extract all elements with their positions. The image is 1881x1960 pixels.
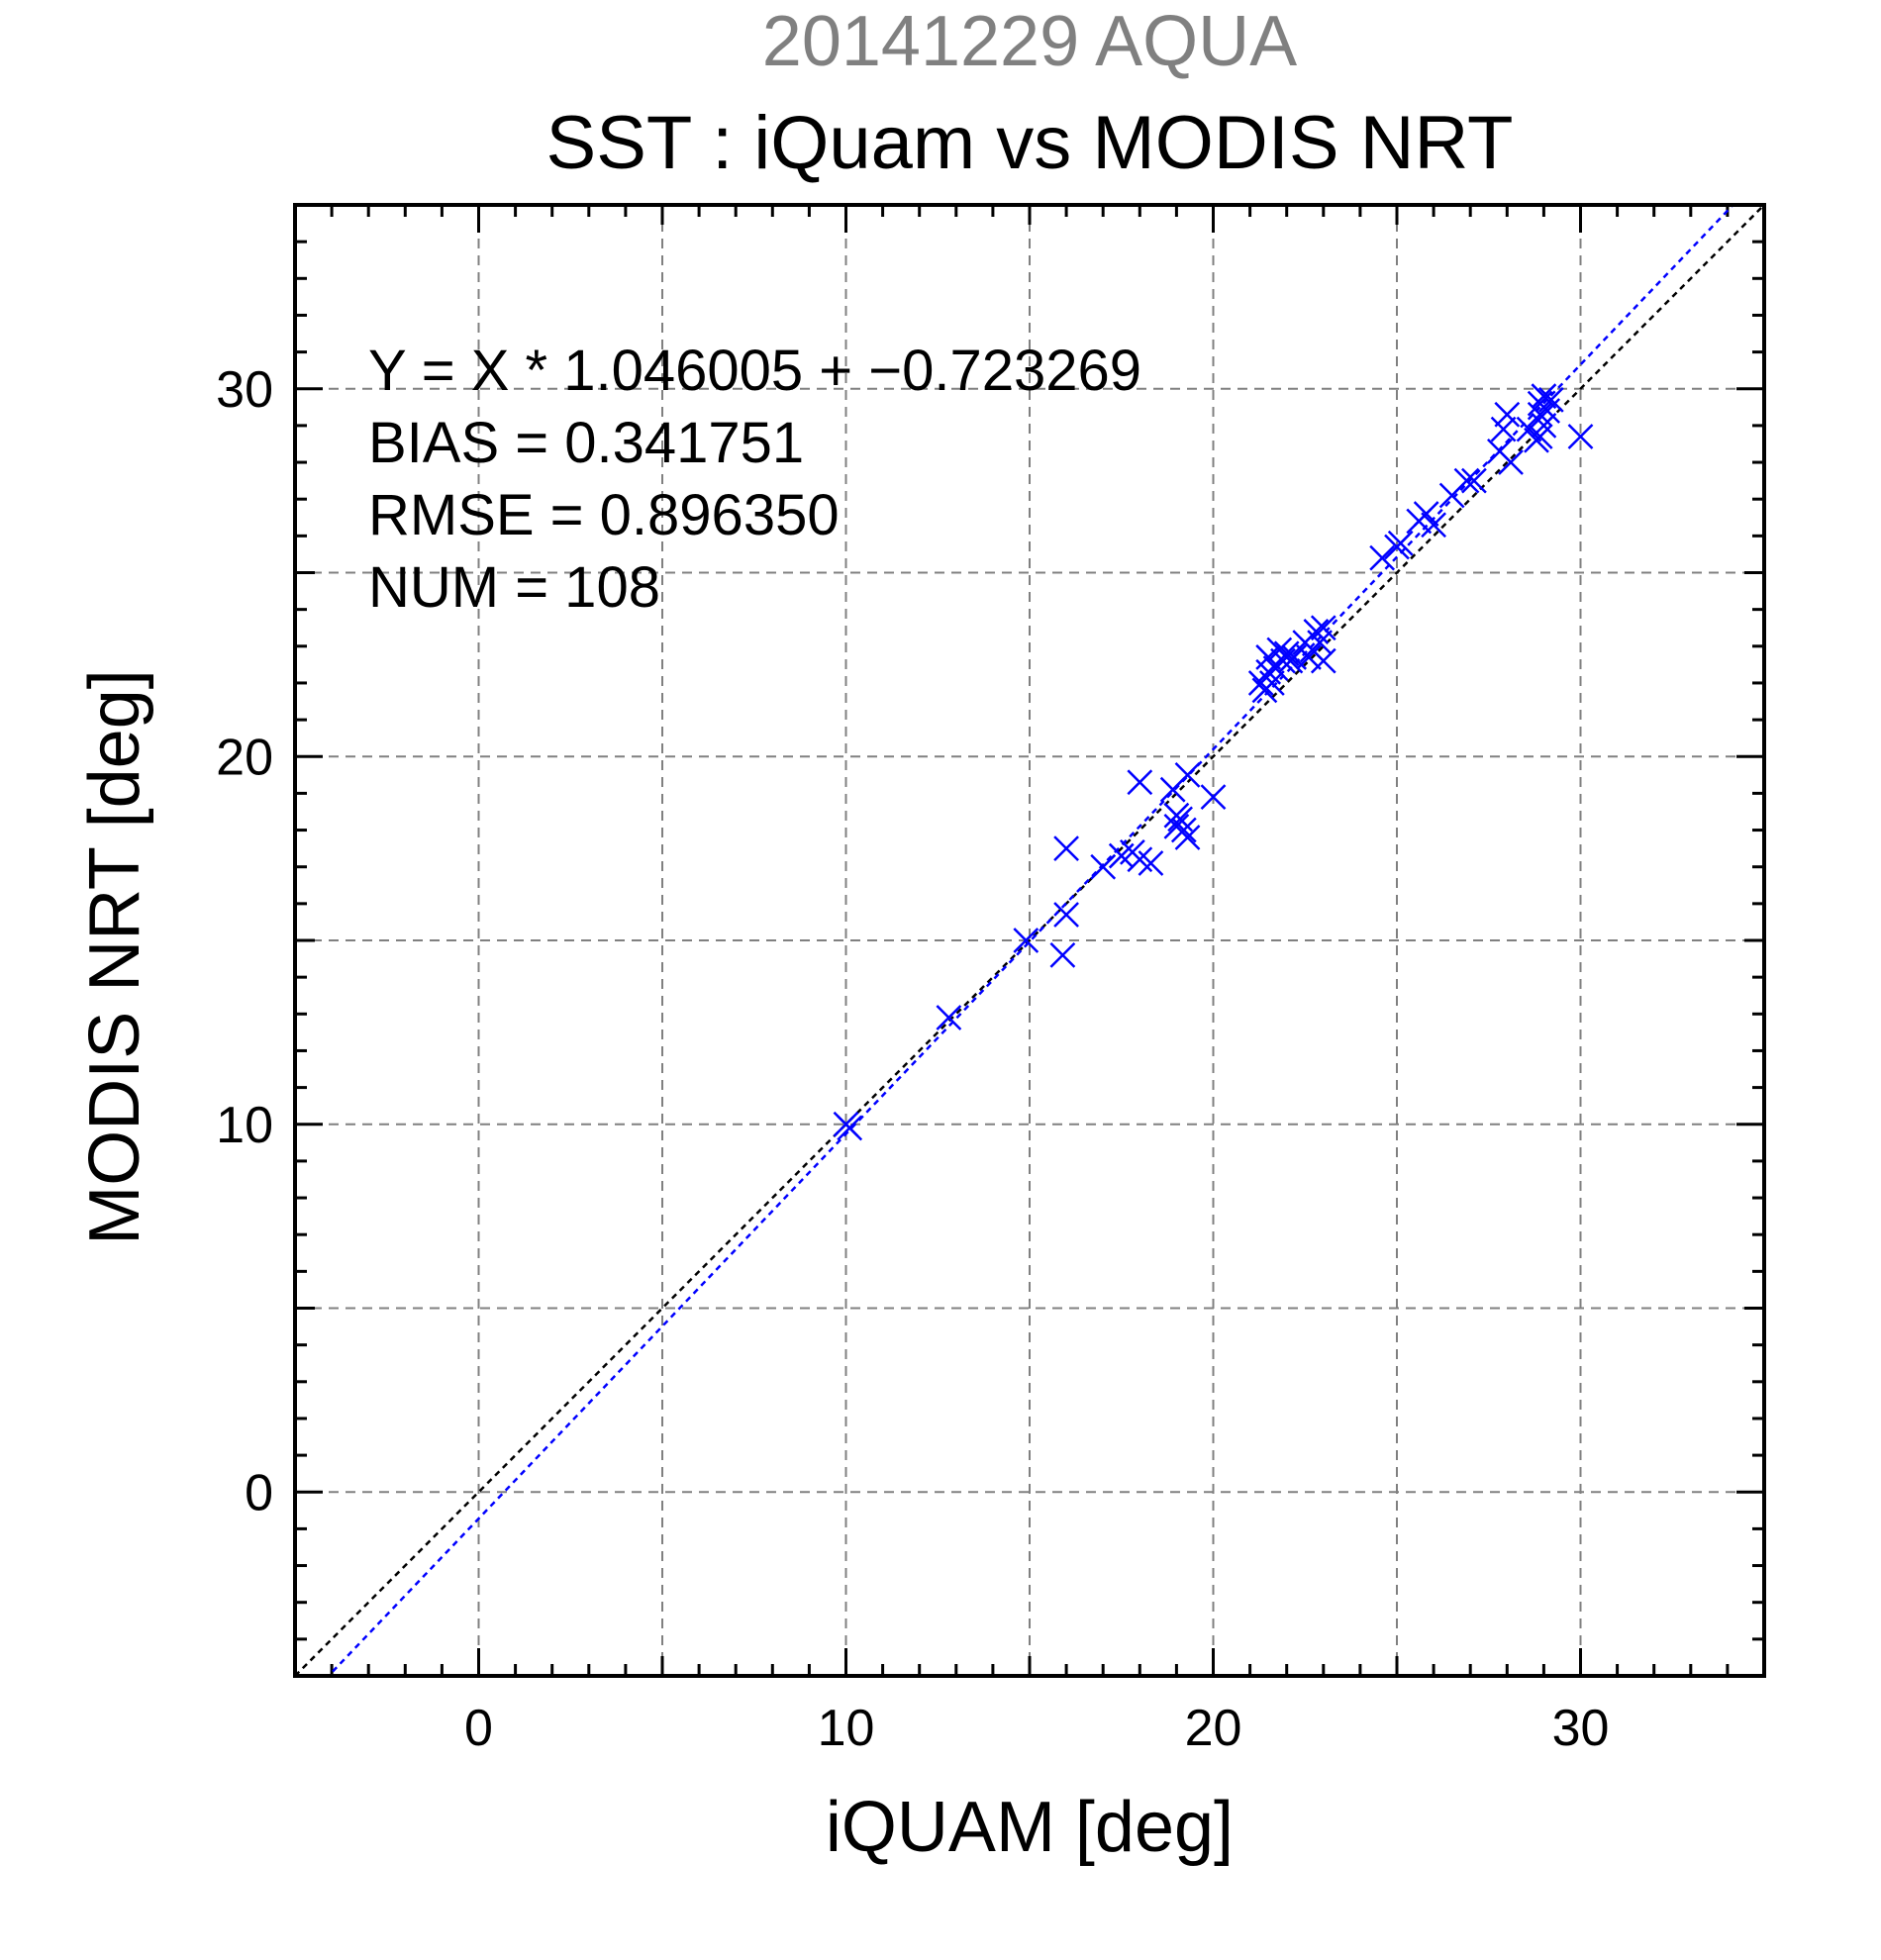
y-tick-label: 20 bbox=[216, 729, 273, 786]
chart-supertitle: 20141229 AQUA bbox=[762, 2, 1297, 81]
data-point bbox=[1053, 835, 1079, 862]
data-point bbox=[1490, 416, 1517, 442]
data-point bbox=[1127, 769, 1153, 796]
statistics-box: Y = X * 1.046005 + −0.723269 BIAS = 0.34… bbox=[368, 339, 1141, 620]
data-point bbox=[1310, 647, 1336, 674]
plot-area bbox=[293, 203, 1766, 1678]
data-point bbox=[1174, 825, 1201, 850]
data-point bbox=[1053, 902, 1079, 928]
rmse-value: RMSE = 0.896350 bbox=[368, 483, 840, 547]
num-value: NUM = 108 bbox=[368, 555, 660, 620]
plot-frame bbox=[293, 203, 1766, 1678]
data-point bbox=[1531, 413, 1557, 439]
data-point bbox=[1567, 424, 1594, 449]
data-point bbox=[1170, 817, 1197, 843]
x-tick-label: 10 bbox=[818, 1700, 875, 1757]
data-points bbox=[833, 383, 1594, 1141]
y-tick-label: 0 bbox=[245, 1464, 273, 1521]
x-tick-labels: 0 10 20 30 bbox=[464, 1700, 1609, 1757]
data-point bbox=[1453, 467, 1480, 494]
data-point bbox=[837, 1115, 863, 1141]
data-point bbox=[1090, 853, 1117, 880]
data-point bbox=[1531, 383, 1557, 410]
x-axis-label: iQUAM [deg] bbox=[826, 1788, 1234, 1867]
data-point bbox=[1498, 449, 1524, 475]
data-point bbox=[1461, 467, 1487, 494]
data-point bbox=[936, 1005, 962, 1030]
y-axis-label: MODIS NRT [deg] bbox=[75, 669, 154, 1245]
identity-line bbox=[295, 205, 1764, 1676]
data-point bbox=[1494, 401, 1521, 428]
data-point bbox=[1049, 941, 1076, 968]
data-point bbox=[1174, 761, 1201, 788]
fit-line bbox=[327, 205, 1735, 1676]
data-point bbox=[1421, 512, 1446, 539]
data-point bbox=[1310, 615, 1336, 641]
data-point bbox=[1413, 501, 1439, 527]
data-point bbox=[1200, 784, 1227, 810]
grid-lines bbox=[295, 205, 1764, 1676]
chart-title: SST : iQuam vs MODIS NRT bbox=[546, 101, 1514, 185]
x-tick-label: 0 bbox=[464, 1700, 493, 1757]
x-tick-label: 20 bbox=[1185, 1700, 1242, 1757]
bias-value: BIAS = 0.341751 bbox=[368, 411, 804, 475]
y-tick-label: 30 bbox=[216, 361, 273, 419]
fit-equation: Y = X * 1.046005 + −0.723269 bbox=[368, 339, 1141, 403]
data-point bbox=[1537, 387, 1564, 413]
regression-lines bbox=[295, 205, 1764, 1676]
data-point bbox=[1273, 640, 1300, 667]
data-point bbox=[1369, 544, 1396, 571]
y-tick-labels: 0 10 20 30 bbox=[216, 361, 273, 1522]
x-tick-label: 30 bbox=[1552, 1700, 1610, 1757]
data-point bbox=[1258, 670, 1285, 696]
data-point bbox=[1296, 644, 1322, 670]
data-point bbox=[1387, 530, 1414, 556]
y-tick-label: 10 bbox=[216, 1097, 273, 1154]
data-point bbox=[1138, 850, 1164, 876]
data-point bbox=[1013, 928, 1040, 953]
